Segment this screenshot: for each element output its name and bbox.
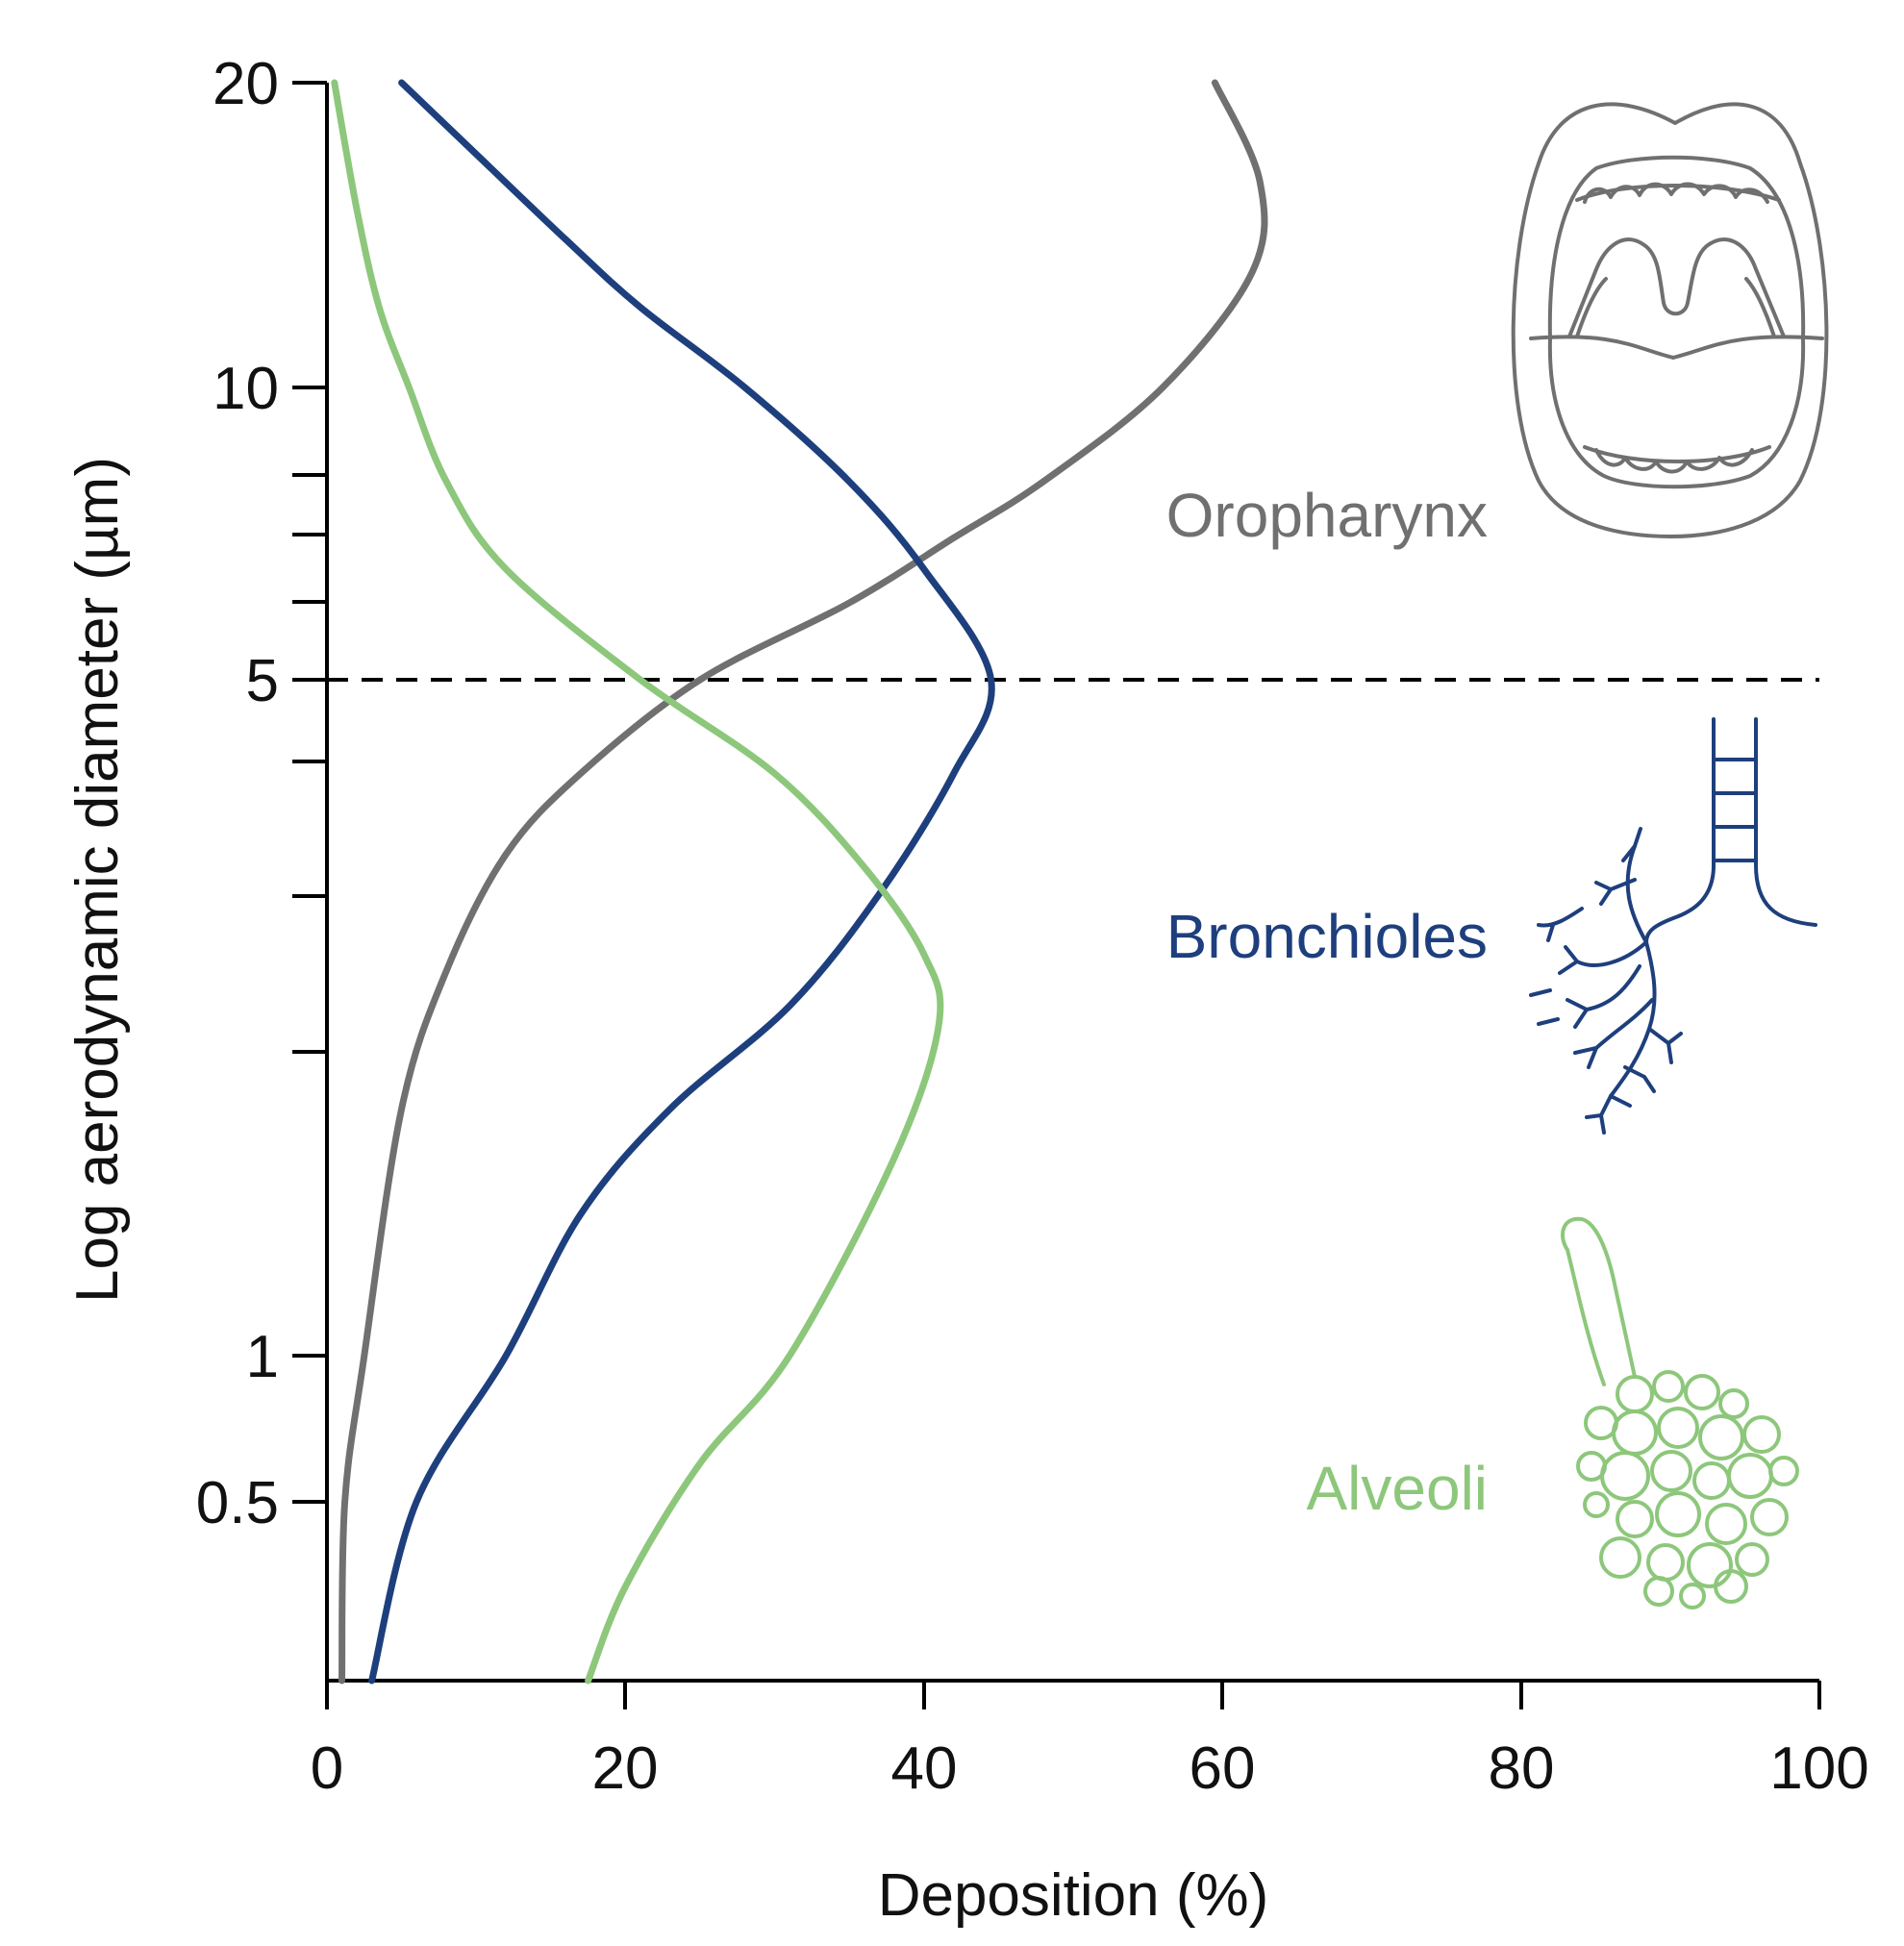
y-tick-label-20: 20 bbox=[213, 51, 279, 117]
x-tick-label-0: 0 bbox=[311, 1735, 343, 1802]
x-tick-label-20: 20 bbox=[592, 1735, 659, 1802]
x-ticks bbox=[325, 1681, 1821, 1709]
x-tick-label-100: 100 bbox=[1769, 1735, 1868, 1802]
oropharynx-curve bbox=[338, 79, 1268, 1684]
bronchioles-curve bbox=[368, 79, 995, 1684]
curves-group bbox=[331, 79, 1268, 1684]
y-minor-ticks bbox=[292, 473, 327, 1054]
y-axis-title: Log aerodynamic diameter (µm) bbox=[64, 457, 131, 1303]
oropharynx-label: Oropharynx bbox=[1166, 481, 1488, 550]
y-tick-label-0-5: 0.5 bbox=[196, 1470, 279, 1536]
x-axis-title: Deposition (%) bbox=[878, 1862, 1269, 1929]
bronchioles-label: Bronchioles bbox=[1166, 902, 1488, 971]
y-tick-label-10: 10 bbox=[213, 356, 279, 422]
alveoli-label: Alveoli bbox=[1306, 1454, 1488, 1523]
bronchioles-tree-icon bbox=[1529, 717, 1817, 1135]
alveoli-curve bbox=[331, 79, 944, 1684]
y-major-ticks bbox=[292, 81, 327, 1504]
y-tick-label-5: 5 bbox=[246, 648, 279, 714]
x-tick-label-60: 60 bbox=[1190, 1735, 1256, 1802]
x-tick-label-80: 80 bbox=[1489, 1735, 1555, 1802]
x-tick-label-40: 40 bbox=[891, 1735, 958, 1802]
alveoli-cluster-icon bbox=[1561, 1216, 1799, 1609]
mouth-icon bbox=[1511, 102, 1829, 538]
y-tick-label-1: 1 bbox=[246, 1324, 279, 1390]
